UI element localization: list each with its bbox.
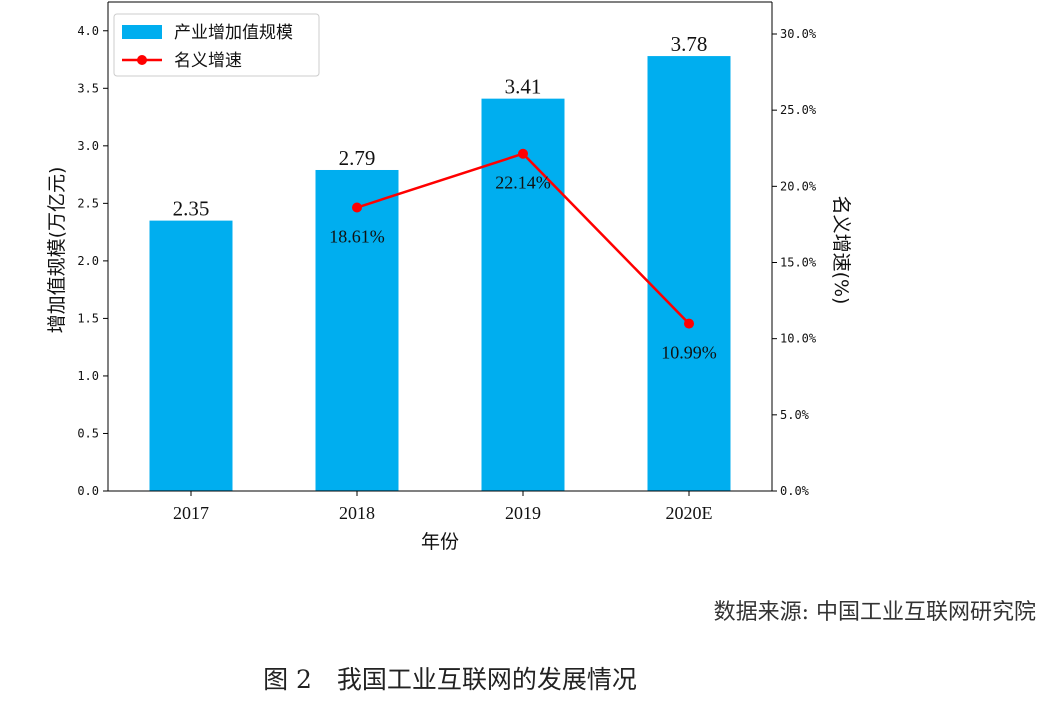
- bar-label-2019: 3.41: [505, 75, 542, 99]
- y-tick-label: 1.5: [77, 311, 99, 325]
- y-tick-label: 3.0: [77, 139, 99, 153]
- legend-bar-swatch: [122, 25, 162, 39]
- chart: 0.0 0.5 1.0 1.5 2.0 2.5 3.0 3.5 4.0 0.0% 5.0% 10.0%…: [46, 1, 852, 553]
- y2-tick-label: 10.0%: [780, 332, 817, 346]
- ticks-layer: 0.0 0.5 1.0 1.5 2.0 2.5 3.0 3.5 4.0 0.0% 5.0% 10.0%…: [77, 24, 817, 523]
- y-axis-label: 增加值规模(万亿元): [46, 167, 68, 334]
- growth-point-2018: [352, 202, 362, 213]
- line-layer: [352, 148, 694, 329]
- y2-tick-label: 5.0%: [780, 408, 810, 422]
- legend-line-marker: [137, 55, 147, 65]
- bars-layer: [149, 56, 731, 492]
- bar-2018: [315, 169, 399, 491]
- x-tick-label: 2018: [339, 503, 375, 523]
- bar-2020E: [647, 56, 731, 492]
- source-note: 数据来源: 中国工业互联网研究院: [713, 600, 1036, 625]
- growth-point-2019: [518, 148, 528, 159]
- y-tick-label: 2.5: [77, 196, 99, 210]
- y2-tick-label: 0.0%: [780, 484, 810, 498]
- legend-frame: [113, 13, 320, 77]
- labels-layer: 2.35 2.79 3.41 3.78 18.61% 22.14% 10.99%: [173, 32, 717, 363]
- y2-tick-label: 15.0%: [780, 255, 817, 269]
- x-axis-label: 年份: [421, 531, 459, 553]
- x-tick-label: 2020E: [666, 503, 713, 523]
- x-tick-label: 2017: [173, 503, 209, 523]
- growth-label-2018: 18.61%: [329, 227, 385, 247]
- y2-tick-label: 25.0%: [780, 103, 817, 117]
- bar-2017: [149, 220, 233, 492]
- legend: 产业增加值规模 名义增速: [113, 13, 320, 77]
- y-tick-label: 0.0: [77, 484, 99, 498]
- y2-tick-label: 20.0%: [780, 179, 817, 193]
- y-tick-label: 4.0: [77, 24, 99, 38]
- y2-axis-label: 名义增速(%): [830, 196, 852, 305]
- bar-label-2017: 2.35: [173, 197, 210, 221]
- x-tick-label: 2019: [505, 503, 541, 523]
- growth-point-2020E: [684, 318, 694, 329]
- growth-label-2020E: 10.99%: [661, 343, 717, 363]
- y-tick-label: 0.5: [77, 426, 99, 440]
- y-tick-label: 1.0: [77, 369, 99, 383]
- growth-label-2019: 22.14%: [495, 173, 551, 193]
- legend-bar-label: 产业增加值规模: [174, 23, 293, 43]
- bar-label-2020E: 3.78: [671, 32, 708, 56]
- bar-2019: [481, 98, 565, 491]
- y2-tick-label: 30.0%: [780, 27, 817, 41]
- y-tick-label: 3.5: [77, 81, 99, 95]
- bar-label-2018: 2.79: [339, 146, 376, 170]
- axes-layer: [107, 1, 773, 492]
- legend-line-label: 名义增速: [174, 51, 242, 71]
- figure-caption: 图 2 我国工业互联网的发展情况: [263, 665, 637, 694]
- y-tick-label: 2.0: [77, 254, 99, 268]
